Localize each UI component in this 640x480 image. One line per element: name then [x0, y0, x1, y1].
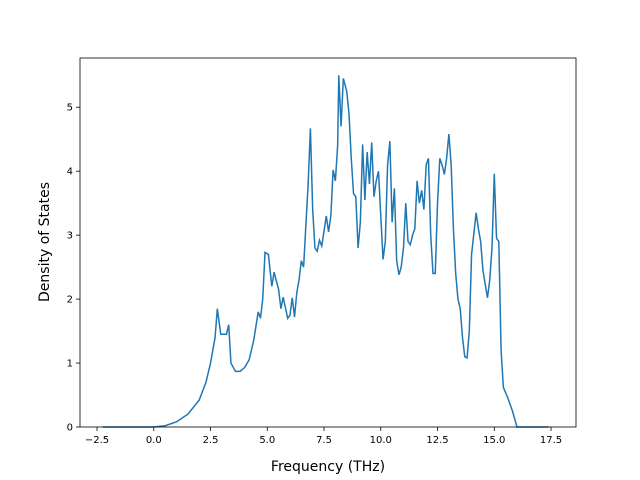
x-tick-label: 5.0 [259, 435, 275, 446]
x-tick-label: 10.0 [370, 435, 392, 446]
y-tick-label: 0 [67, 423, 73, 434]
data-line [102, 75, 549, 428]
y-tick-label: 5 [67, 103, 73, 114]
x-tick-label: 12.5 [426, 435, 448, 446]
y-tick-label: 1 [67, 359, 73, 370]
x-tick-label: 2.5 [203, 435, 219, 446]
x-tick-label: 15.0 [483, 435, 505, 446]
y-tick-label: 4 [67, 167, 73, 178]
x-tick-label: 17.5 [540, 435, 562, 446]
y-tick-label: 2 [67, 295, 73, 306]
plot-frame [79, 57, 577, 428]
x-tick-label: 0.0 [146, 435, 162, 446]
y-axis-label: Density of States [37, 182, 53, 302]
x-axis-label: Frequency (THz) [271, 459, 385, 475]
y-tick-label: 3 [67, 231, 73, 242]
x-tick-label: −2.5 [85, 435, 109, 446]
x-tick-label: 7.5 [316, 435, 332, 446]
